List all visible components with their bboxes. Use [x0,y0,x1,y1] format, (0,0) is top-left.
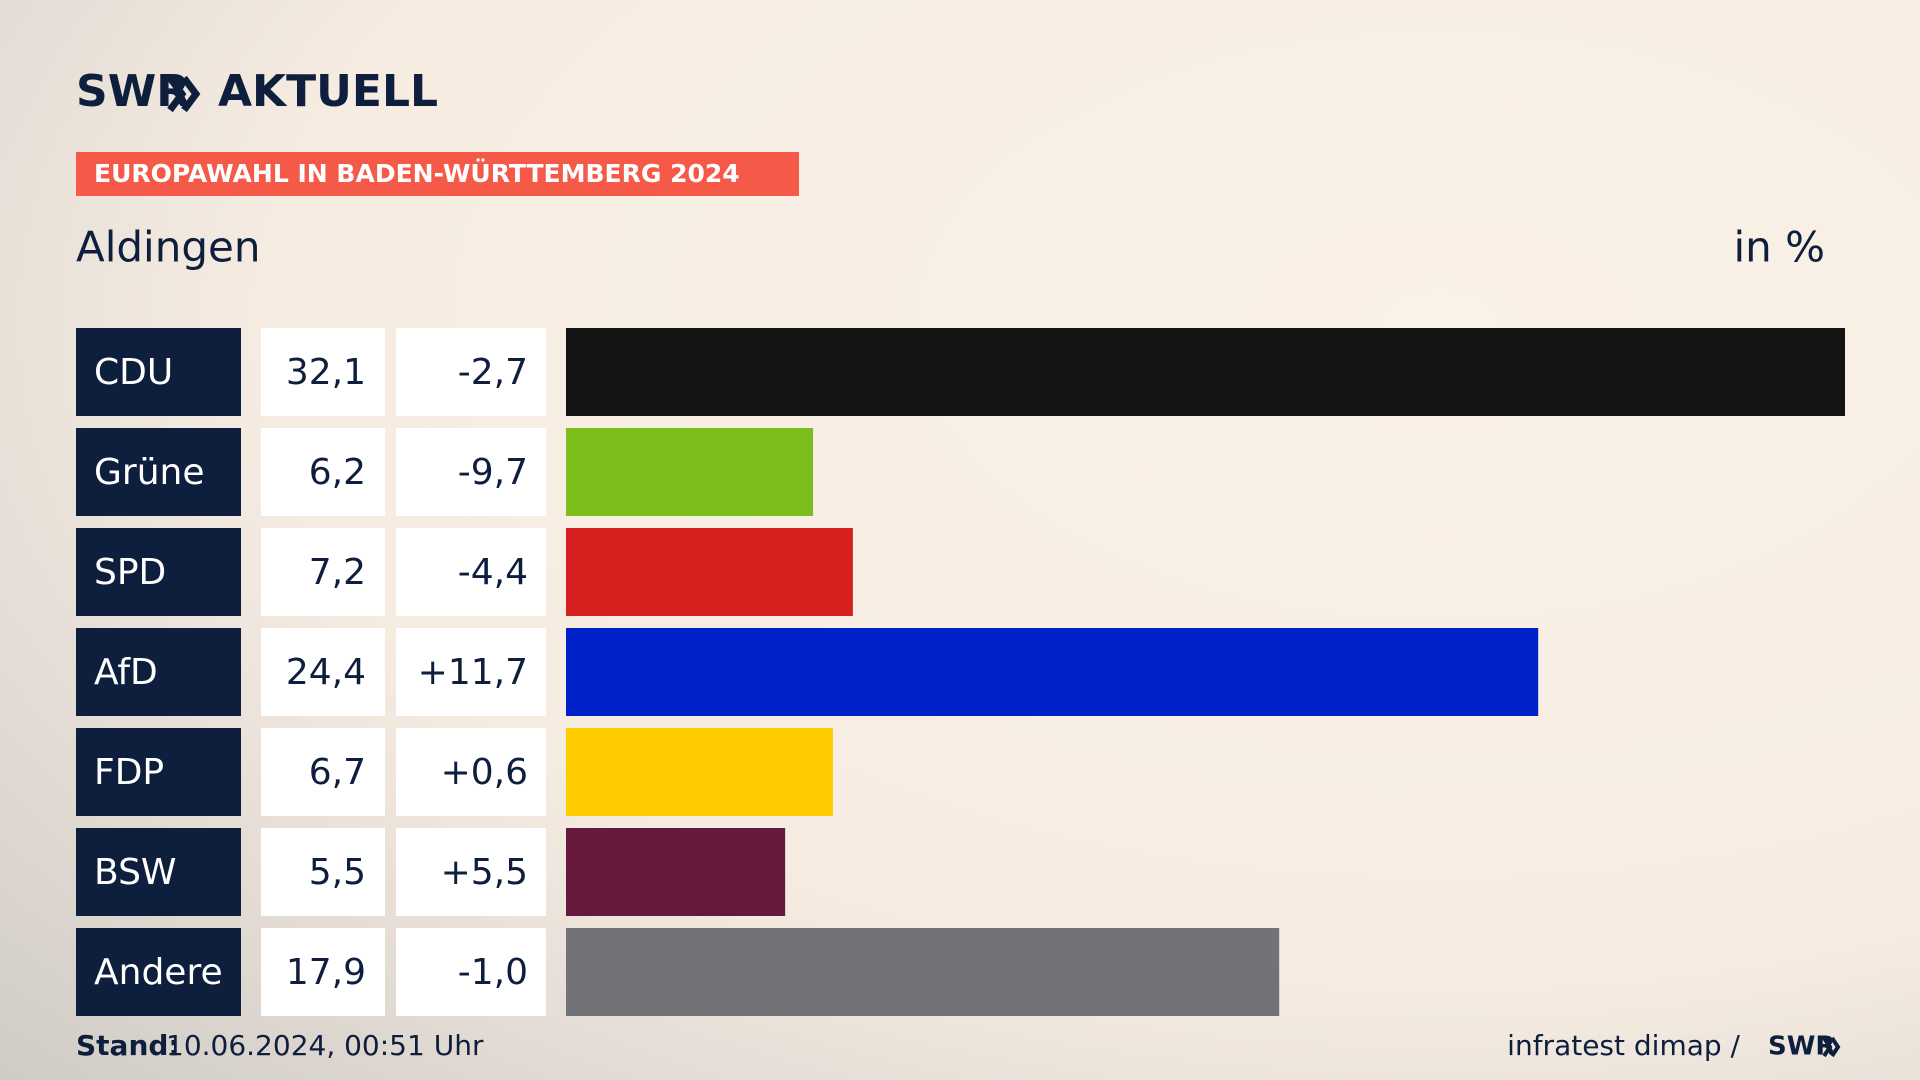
change-label: -4,4 [458,552,528,593]
party-label: AfD [94,652,158,693]
change-box [396,328,546,416]
value-box [261,828,385,916]
value-label: 7,2 [309,552,366,593]
change-box [396,928,546,1016]
logo: SWR AKTUELL [76,66,438,117]
change-label: -9,7 [458,452,528,493]
bar [566,428,814,516]
party-box [76,528,241,616]
bar [566,628,1539,716]
value-box [261,628,385,716]
value-label: 6,2 [309,452,366,493]
value-label: 24,4 [286,652,366,693]
change-label: +5,5 [441,852,528,893]
party-box [76,428,241,516]
change-box [396,528,546,616]
change-box [396,828,546,916]
party-label: CDU [94,352,173,393]
party-box [76,328,241,416]
change-label: +11,7 [418,652,528,693]
value-box [261,328,385,416]
brand-suffix: AKTUELL [218,66,438,117]
rows: CDU 32,1 -2,7 Grüne 6,2 -9,7 SPD 7,2 -4,4 AfD 24,4… [76,328,1845,1016]
value-box [261,528,385,616]
change-box [396,728,546,816]
value-label: 6,7 [309,752,366,793]
bar [566,328,1845,416]
value-box [261,428,385,516]
bar [566,928,1280,1016]
party-label: Andere [94,952,223,993]
footer-date: 10.06.2024, 00:51 Uhr [166,1029,484,1062]
change-label: +0,6 [441,752,528,793]
party-label: FDP [94,752,164,793]
source-chevrons [1822,1036,1841,1058]
value-label: 17,9 [286,952,366,993]
value-box [261,728,385,816]
chart-title: Aldingen [76,223,260,272]
party-box [76,628,241,716]
change-box [396,428,546,516]
change-label: -1,0 [458,952,528,993]
bar [566,528,853,616]
footer-label: Stand: [76,1029,180,1062]
banner-text: EUROPAWAHL IN BADEN-WÜRTTEMBERG 2024 [94,158,740,188]
source-brand: SWR [1768,1032,1835,1062]
source: infratest dimap / [1507,1029,1740,1062]
change-box [396,628,546,716]
chevrons [167,75,201,113]
banner [76,152,799,196]
value-label: 5,5 [309,852,366,893]
change-label: -2,7 [458,352,528,393]
bar [566,728,833,816]
party-label: BSW [94,852,177,893]
bar [566,828,786,916]
party-box [76,728,241,816]
value-label: 32,1 [286,352,366,393]
value-box [261,928,385,1016]
party-label: Grüne [94,452,204,493]
party-box [76,828,241,916]
unit-label: in % [1733,223,1825,272]
party-label: SPD [94,552,166,593]
party-box [76,928,241,1016]
